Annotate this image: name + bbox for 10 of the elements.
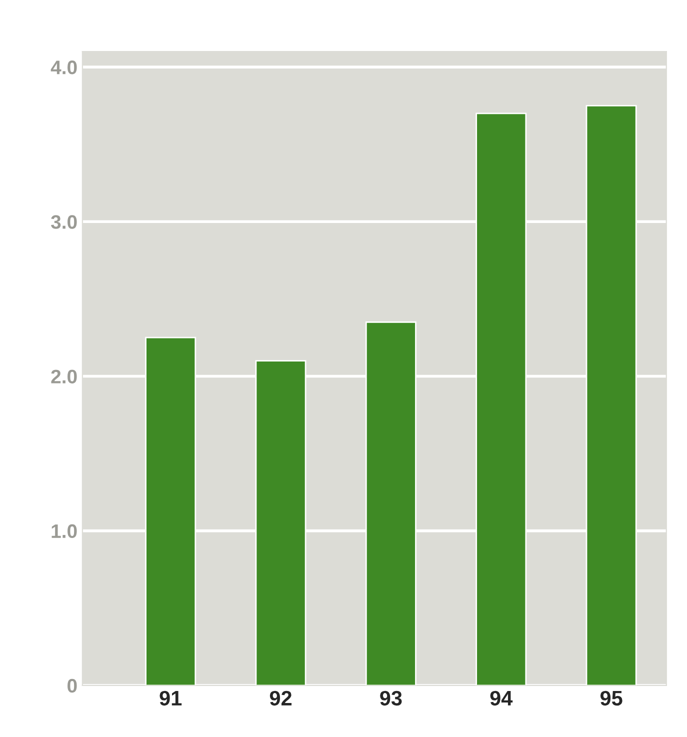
y-tick-label: 4.0 <box>50 60 77 74</box>
x-tick-label: 94 <box>490 690 513 706</box>
y-tick-label: 2.0 <box>51 370 77 384</box>
x-tick-label: 91 <box>160 690 182 706</box>
y-tick-label: 3.0 <box>51 215 77 229</box>
y-tick-label: 1.0 <box>52 524 77 538</box>
x-tick-label: 92 <box>270 690 292 706</box>
x-tick-label: 93 <box>380 690 402 706</box>
x-tick-label: 95 <box>600 690 622 706</box>
y-tick-label: 0 <box>68 678 77 693</box>
